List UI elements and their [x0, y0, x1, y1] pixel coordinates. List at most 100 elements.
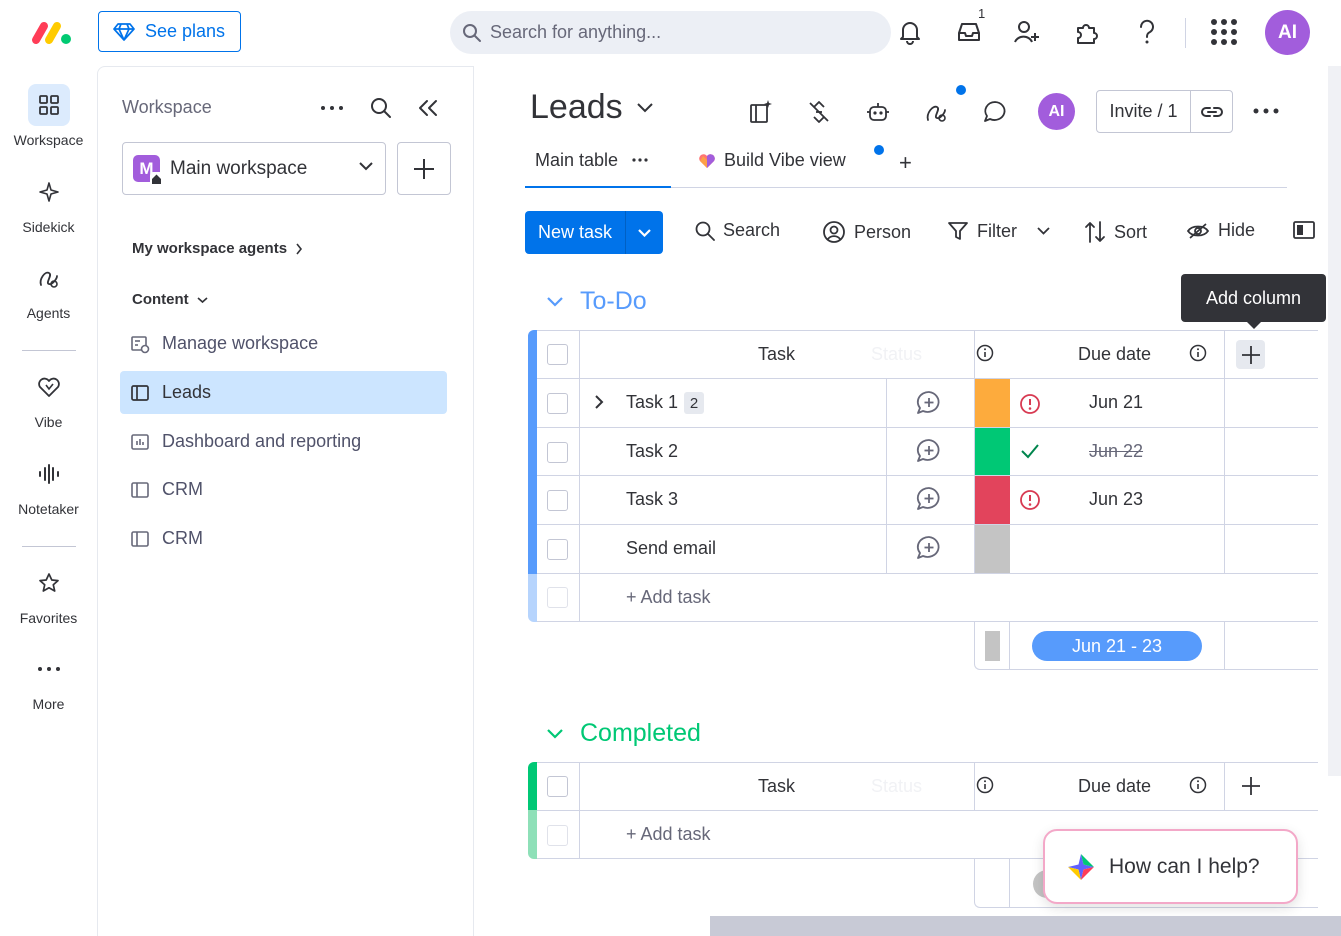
add-view-button[interactable]: +	[899, 150, 912, 175]
toolbar-person-button[interactable]: Person	[822, 220, 911, 244]
tab-main-table[interactable]: Main table	[525, 150, 671, 188]
rail-item-notetaker[interactable]: Notetaker	[0, 453, 97, 517]
row-checkbox[interactable]	[547, 490, 568, 511]
toolbar-search-button[interactable]: Search	[695, 220, 780, 241]
chevron-down-icon[interactable]	[1037, 227, 1050, 235]
task-name[interactable]: Task 2	[626, 440, 679, 461]
add-task-input[interactable]: + Add task	[626, 586, 711, 607]
select-all-checkbox[interactable]	[547, 776, 568, 797]
group-title-todo[interactable]: To-Do	[546, 287, 647, 316]
status-summary-bar[interactable]	[985, 631, 1000, 661]
apps-puzzle-icon[interactable]	[1073, 18, 1101, 46]
chevron-down-icon[interactable]	[626, 211, 663, 254]
collapse-panel-icon[interactable]	[418, 99, 438, 117]
board-title[interactable]: Leads	[530, 88, 653, 127]
invite-button[interactable]: Invite / 1	[1096, 90, 1233, 133]
chevron-down-icon	[359, 162, 373, 171]
rail-item-favorites[interactable]: Favorites	[0, 562, 97, 626]
toolbar-filter-button[interactable]: Filter	[947, 220, 1050, 242]
column-header-task[interactable]: Task	[758, 775, 796, 796]
info-icon[interactable]	[1189, 776, 1207, 794]
rail-item-more[interactable]: More	[0, 648, 97, 712]
nav-item-leads[interactable]: Leads	[120, 371, 447, 414]
due-date-value[interactable]: Jun 23	[1089, 489, 1144, 509]
invite-members-icon[interactable]	[1013, 18, 1041, 46]
chevron-down-icon[interactable]	[546, 296, 564, 307]
board-scrollbar[interactable]	[1328, 66, 1341, 776]
info-icon[interactable]	[1189, 344, 1207, 362]
see-plans-button[interactable]: See plans	[98, 11, 241, 52]
bell-icon[interactable]	[896, 18, 924, 46]
board-more-icon[interactable]	[1253, 108, 1279, 114]
rail-item-workspace[interactable]: Workspace	[0, 84, 97, 148]
task-name[interactable]: Send email	[626, 538, 717, 558]
ai-assistant-prompt[interactable]: How can I help?	[1043, 829, 1298, 904]
add-update-icon[interactable]	[916, 390, 942, 416]
column-header-due-date[interactable]: Due date	[1078, 343, 1152, 364]
copy-link-icon[interactable]	[1191, 91, 1232, 132]
tab-more-icon[interactable]	[632, 158, 648, 162]
nav-item-dashboard[interactable]: Dashboard and reporting	[120, 420, 447, 463]
add-update-icon[interactable]	[916, 486, 942, 512]
status-cell[interactable]	[975, 476, 1010, 524]
row-checkbox[interactable]	[547, 539, 568, 560]
nav-item-manage-workspace[interactable]: Manage workspace	[120, 322, 447, 365]
nav-item-crm[interactable]: CRM	[120, 517, 447, 560]
add-update-icon[interactable]	[916, 438, 942, 464]
due-date-value[interactable]: Jun 21	[1089, 392, 1144, 412]
add-update-icon[interactable]	[916, 535, 942, 561]
row-checkbox[interactable]	[547, 393, 568, 414]
task-name[interactable]: Task 3	[626, 489, 679, 509]
group-title-completed[interactable]: Completed	[546, 719, 701, 748]
nav-item-crm[interactable]: CRM	[120, 468, 447, 511]
workspace-selector[interactable]: M Main workspace	[122, 142, 386, 195]
toolbar-hide-button[interactable]: Hide	[1186, 220, 1255, 241]
rail-item-vibe[interactable]: Vibe	[0, 366, 97, 430]
updates-chat-icon[interactable]	[980, 97, 1010, 127]
automate-robot-icon[interactable]	[863, 97, 893, 127]
new-task-button[interactable]: New task	[525, 211, 663, 254]
workspace-agents-heading[interactable]: My workspace agents	[132, 240, 303, 257]
toolbar-sort-button[interactable]: Sort	[1084, 220, 1147, 244]
column-header-status[interactable]: Status	[871, 775, 923, 796]
expand-subitems-icon[interactable]	[594, 394, 604, 410]
user-avatar[interactable]: AI	[1265, 10, 1310, 55]
status-cell[interactable]	[975, 379, 1010, 427]
panel-search-icon[interactable]	[370, 97, 392, 119]
panel-more-icon[interactable]	[320, 100, 344, 116]
chevron-down-icon[interactable]	[546, 728, 564, 739]
app-switcher-icon[interactable]	[1209, 17, 1239, 47]
board-member-avatar[interactable]: AI	[1038, 93, 1075, 130]
monday-logo[interactable]	[30, 18, 74, 46]
column-header-status[interactable]: Status	[871, 343, 923, 364]
content-heading[interactable]: Content	[132, 291, 208, 308]
add-column-button[interactable]	[1236, 340, 1265, 369]
inbox-icon[interactable]	[955, 18, 983, 46]
subitems-count-badge[interactable]: 2	[684, 392, 704, 414]
add-column-plus-icon[interactable]	[1241, 776, 1261, 796]
date-range-summary[interactable]: Jun 21 - 23	[1032, 631, 1202, 661]
add-item-button[interactable]	[397, 142, 451, 195]
select-all-checkbox[interactable]	[547, 344, 568, 365]
row-checkbox[interactable]	[547, 442, 568, 463]
agent-icon	[28, 257, 70, 299]
board-sidekick-icon[interactable]	[746, 97, 776, 127]
info-icon[interactable]	[976, 344, 994, 362]
status-cell[interactable]	[975, 525, 1010, 573]
due-date-value[interactable]: Jun 22	[1089, 440, 1144, 461]
column-header-due-date[interactable]: Due date	[1078, 775, 1152, 796]
column-header-task[interactable]: Task	[758, 343, 796, 364]
status-cell[interactable]	[975, 428, 1010, 475]
tab-build-vibe-view[interactable]: Build Vibe view	[698, 150, 846, 171]
help-icon[interactable]	[1133, 18, 1161, 46]
board-agents-icon[interactable]	[922, 97, 952, 127]
horizontal-scrollbar[interactable]	[710, 916, 1341, 936]
toolbar-group-by-button[interactable]	[1293, 220, 1315, 240]
rail-item-sidekick[interactable]: Sidekick	[0, 171, 97, 235]
global-search-input[interactable]: Search for anything...	[450, 11, 891, 54]
rail-item-agents[interactable]: Agents	[0, 257, 97, 321]
info-icon[interactable]	[976, 776, 994, 794]
add-task-input[interactable]: + Add task	[626, 823, 711, 844]
integrate-icon[interactable]	[804, 97, 834, 127]
task-name[interactable]: Task 1	[626, 392, 679, 412]
